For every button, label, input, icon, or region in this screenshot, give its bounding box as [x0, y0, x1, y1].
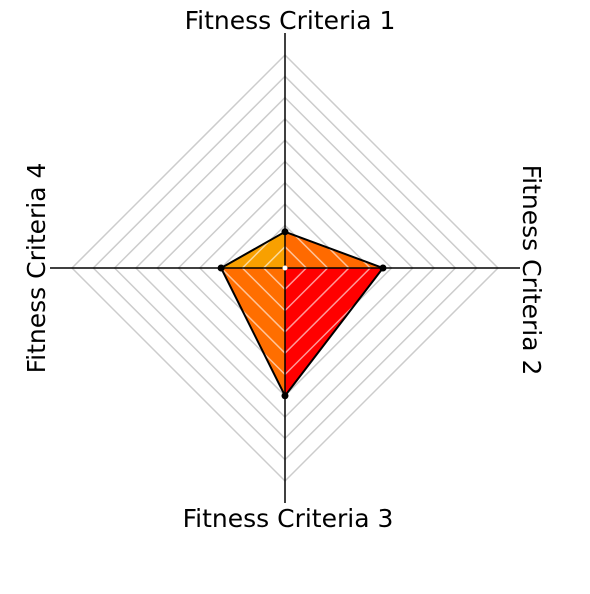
axis-label: Fitness Criteria 2: [517, 165, 546, 376]
point: [217, 264, 225, 272]
point: [281, 228, 289, 236]
axis-label: Fitness Criteria 4: [22, 163, 51, 374]
point: [281, 392, 289, 400]
axis-label: Fitness Criteria 1: [185, 6, 396, 35]
axis-label: Fitness Criteria 3: [183, 504, 394, 533]
point: [379, 264, 387, 272]
center-dot: [282, 265, 288, 271]
